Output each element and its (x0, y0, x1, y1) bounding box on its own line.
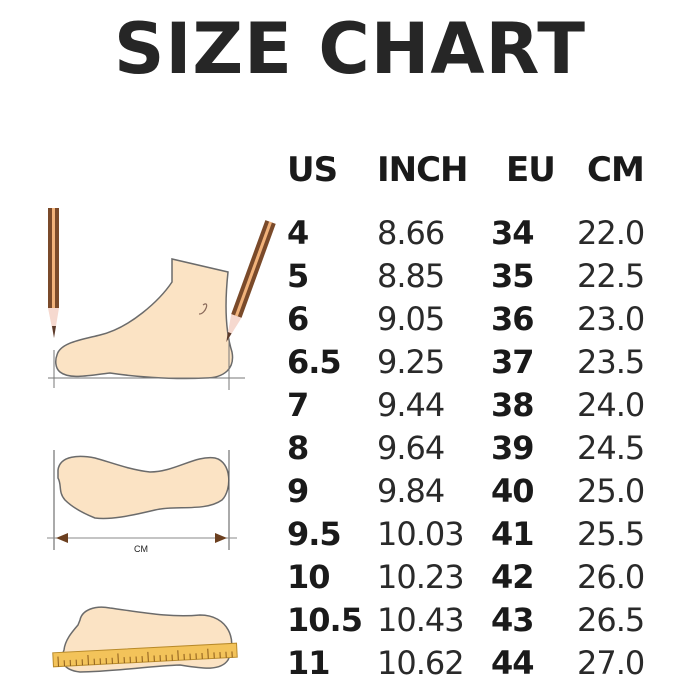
eu-cell: 44 (491, 644, 535, 682)
column-header-us: US (287, 150, 338, 190)
us-cell: 6 (287, 300, 309, 338)
cm-cell: 23.0 (577, 300, 645, 338)
eu-cell: 35 (491, 257, 535, 295)
cm-cell: 22.0 (577, 214, 645, 252)
us-cell: 7 (287, 386, 309, 424)
cm-cell: 25.5 (577, 515, 645, 553)
us-cell: 9.5 (287, 515, 342, 553)
sole-length-illustration: CM (47, 450, 237, 554)
us-cell: 4 (287, 214, 309, 252)
us-cell: 9 (287, 472, 309, 510)
inch-cell: 10.23 (377, 558, 465, 596)
us-cell: 6.5 (287, 343, 342, 381)
ruler-tick (57, 656, 59, 667)
inch-cell: 9.84 (377, 472, 445, 510)
inch-cell: 9.44 (377, 386, 445, 424)
sole-measure-label: CM (134, 544, 148, 554)
us-cell: 10 (287, 558, 331, 596)
pencil-icon (48, 208, 59, 338)
ruler-tick (207, 648, 209, 659)
arrow-left-icon (56, 533, 68, 543)
foot-ruler-illustration (52, 606, 238, 673)
us-cell: 11 (287, 644, 331, 682)
eu-cell: 36 (491, 300, 535, 338)
ruler-tick (87, 654, 89, 665)
inch-cell: 9.05 (377, 300, 445, 338)
column-header-cm: CM (587, 150, 645, 190)
column-header-eu: EU (506, 150, 556, 190)
eu-cell: 38 (491, 386, 535, 424)
inch-cell: 8.85 (377, 257, 445, 295)
column-header-inch: INCH (377, 150, 469, 190)
ruler-tick (147, 651, 149, 662)
side-foot-illustration (48, 258, 245, 390)
ruler-tick (117, 653, 119, 664)
us-cell: 5 (287, 257, 309, 295)
eu-cell: 41 (491, 515, 535, 553)
cm-cell: 27.0 (577, 644, 645, 682)
eu-cell: 40 (491, 472, 535, 510)
inch-cell: 10.03 (377, 515, 465, 553)
inch-cell: 10.43 (377, 601, 465, 639)
arrow-right-icon (215, 533, 227, 543)
eu-cell: 39 (491, 429, 535, 467)
inch-cell: 8.66 (377, 214, 445, 252)
us-cell: 8 (287, 429, 309, 467)
ruler-icon (52, 642, 238, 668)
eu-cell: 34 (491, 214, 535, 252)
inch-cell: 9.64 (377, 429, 445, 467)
cm-cell: 24.5 (577, 429, 645, 467)
cm-cell: 22.5 (577, 257, 645, 295)
eu-cell: 37 (491, 343, 535, 381)
cm-cell: 26.0 (577, 558, 645, 596)
cm-cell: 23.5 (577, 343, 645, 381)
cm-cell: 24.0 (577, 386, 645, 424)
foot-measuring-illustrations: CM (47, 208, 276, 673)
inch-cell: 10.62 (377, 644, 465, 682)
pencil-icon (226, 220, 276, 343)
eu-cell: 43 (491, 601, 535, 639)
cm-cell: 26.5 (577, 601, 645, 639)
inch-cell: 9.25 (377, 343, 445, 381)
us-cell: 10.5 (287, 601, 363, 639)
ruler-tick (177, 650, 179, 661)
page-title: SIZE CHART (113, 8, 587, 90)
cm-cell: 25.0 (577, 472, 645, 510)
eu-cell: 42 (491, 558, 535, 596)
